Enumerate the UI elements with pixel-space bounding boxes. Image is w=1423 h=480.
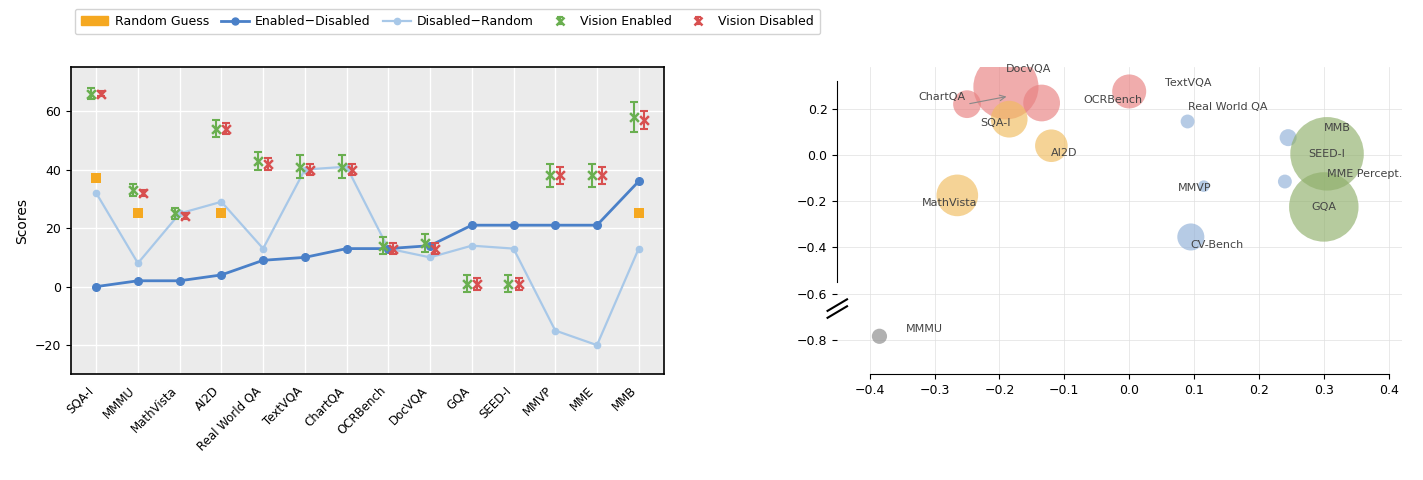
Point <box>868 333 891 340</box>
Point <box>211 210 233 217</box>
Point <box>424 245 447 252</box>
Point <box>1274 178 1296 185</box>
Text: ChartQA: ChartQA <box>918 92 965 102</box>
Point <box>246 157 269 165</box>
Point <box>628 210 650 217</box>
Point <box>539 172 562 180</box>
Point <box>946 192 969 199</box>
Point <box>340 166 363 173</box>
Point <box>1177 118 1200 125</box>
Point <box>622 113 645 121</box>
Point <box>381 245 404 252</box>
Point <box>581 172 603 180</box>
Text: MMB: MMB <box>1323 123 1350 133</box>
Point <box>1316 150 1339 157</box>
Point <box>215 125 238 132</box>
Y-axis label: Scores: Scores <box>16 198 30 244</box>
Point <box>414 239 437 247</box>
Point <box>371 242 394 250</box>
Point <box>121 186 144 194</box>
Text: MathVista: MathVista <box>922 198 978 208</box>
Point <box>1118 88 1141 96</box>
Text: MMVP: MMVP <box>1178 183 1211 193</box>
Text: AI2D: AI2D <box>1052 148 1077 158</box>
Point <box>507 280 529 288</box>
Point <box>998 115 1020 123</box>
Legend: Random Guess, Enabled−Disabled, Disabled−Random, Vision Enabled, Vision Disabled: Random Guess, Enabled−Disabled, Disabled… <box>74 9 820 34</box>
Text: OCRBench: OCRBench <box>1084 96 1143 105</box>
Point <box>174 213 196 220</box>
Point <box>127 210 149 217</box>
Point <box>549 172 572 180</box>
Point <box>1192 182 1215 190</box>
Point <box>256 160 279 168</box>
Point <box>497 280 519 288</box>
Point <box>330 163 353 170</box>
Point <box>90 90 112 97</box>
Text: MMMU: MMMU <box>905 324 942 334</box>
Point <box>1030 99 1053 107</box>
Point <box>1276 134 1299 142</box>
Point <box>632 116 655 124</box>
Point <box>1180 233 1202 241</box>
Point <box>1040 142 1063 150</box>
Text: TextVQA: TextVQA <box>1165 78 1211 88</box>
Point <box>455 280 478 288</box>
Point <box>85 175 108 182</box>
Text: GQA: GQA <box>1312 202 1336 212</box>
Point <box>299 166 322 173</box>
Point <box>956 100 979 108</box>
Point <box>205 125 228 132</box>
Text: Real World QA: Real World QA <box>1188 102 1266 112</box>
Point <box>164 210 186 217</box>
Point <box>131 189 154 197</box>
Point <box>289 163 312 170</box>
Text: MME Percept.: MME Percept. <box>1328 169 1403 179</box>
Text: CV-Bench: CV-Bench <box>1191 240 1244 250</box>
Text: SEED-I: SEED-I <box>1309 149 1346 159</box>
Point <box>465 280 488 288</box>
Point <box>995 83 1017 91</box>
Point <box>591 172 613 180</box>
Text: SQA-I: SQA-I <box>980 119 1010 129</box>
Point <box>80 90 102 97</box>
Point <box>1312 203 1335 211</box>
Text: DocVQA: DocVQA <box>1006 64 1052 74</box>
